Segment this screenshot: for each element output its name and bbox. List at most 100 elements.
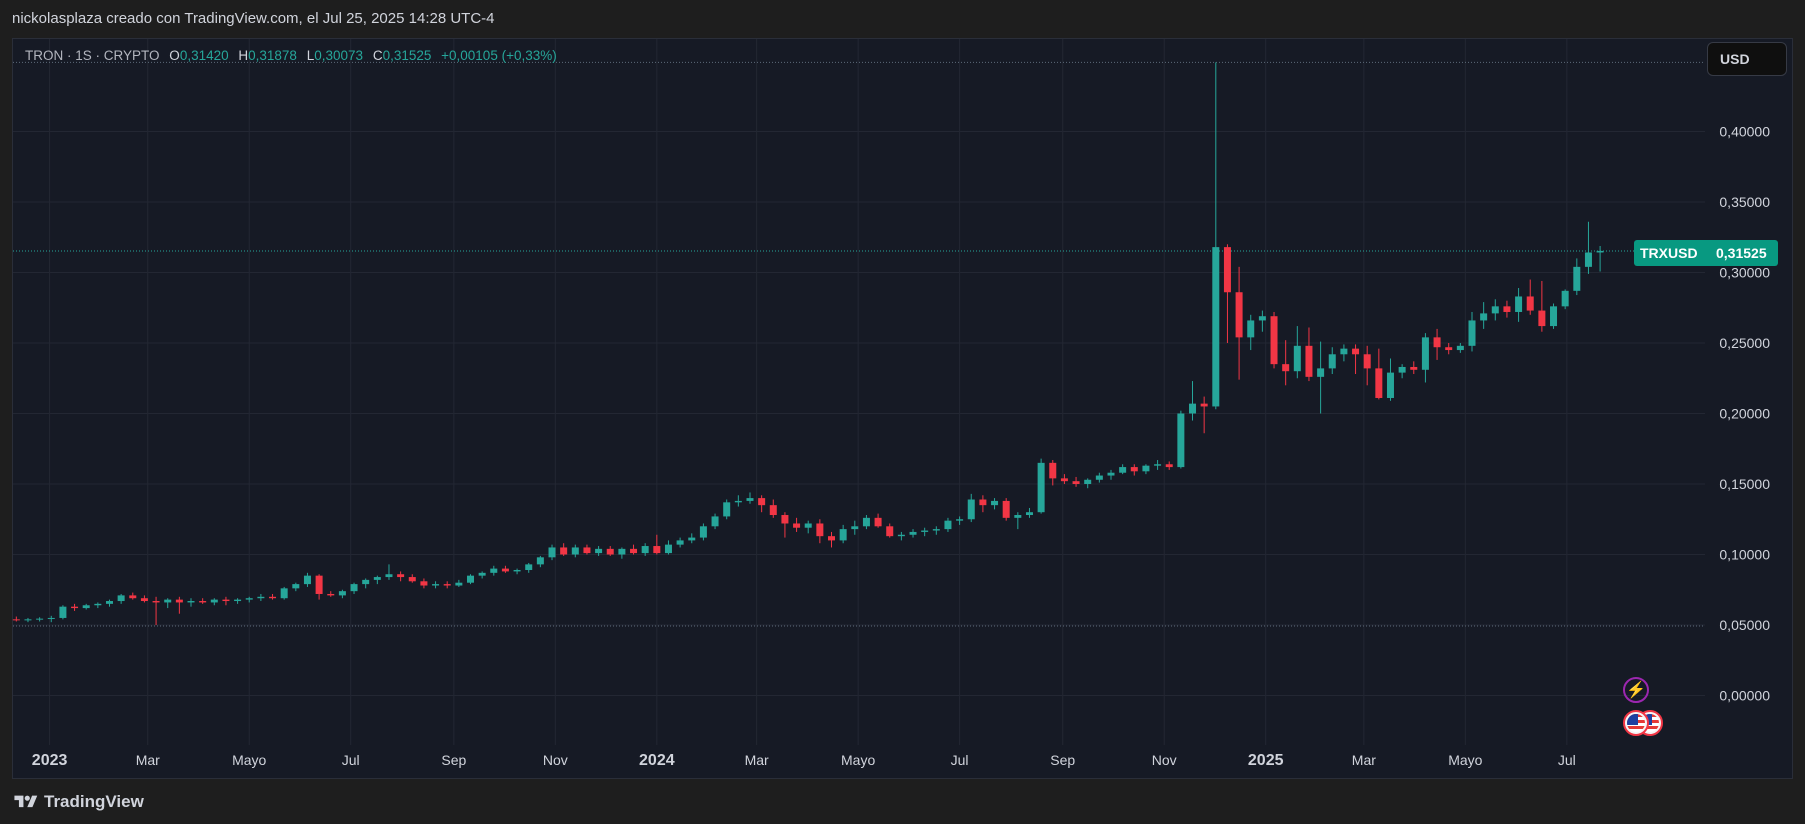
- x-tick-label: Mayo: [841, 752, 875, 768]
- candle-body: [606, 548, 614, 555]
- x-tick-label: Mayo: [1448, 752, 1482, 768]
- candle-body: [303, 575, 311, 585]
- currency-button[interactable]: USD: [1707, 42, 1787, 76]
- candle: [443, 581, 451, 589]
- candle: [1177, 410, 1185, 469]
- x-tick-label: Jul: [342, 752, 360, 768]
- candle: [490, 565, 498, 576]
- candle-body: [1200, 403, 1208, 407]
- candle: [991, 498, 999, 510]
- candle: [1468, 311, 1476, 352]
- candle: [140, 595, 148, 603]
- candle-body: [548, 547, 556, 558]
- candle: [175, 596, 183, 614]
- candle-body: [991, 500, 999, 506]
- candle-body: [1491, 306, 1499, 314]
- candle-body: [292, 584, 300, 589]
- candle: [1060, 474, 1068, 484]
- candle-body: [932, 529, 940, 531]
- candle-body: [921, 530, 929, 532]
- candle-body: [1095, 475, 1103, 480]
- y-tick-label: 0,40000: [1719, 124, 1770, 140]
- candle: [397, 571, 405, 582]
- candle-body: [758, 498, 766, 506]
- candle-body: [1060, 478, 1068, 482]
- candle: [734, 495, 742, 507]
- candle: [664, 540, 672, 555]
- candle-body: [1293, 345, 1301, 372]
- candle: [921, 527, 929, 537]
- candle: [327, 591, 335, 597]
- candle-body: [711, 516, 719, 527]
- candle-body: [723, 502, 731, 517]
- candle: [1282, 340, 1290, 386]
- candle: [71, 603, 79, 611]
- candle: [1550, 303, 1558, 329]
- candle: [1235, 266, 1243, 380]
- tradingview-brand[interactable]: TradingView: [12, 792, 144, 812]
- candle-body: [1002, 500, 1010, 518]
- candle: [1270, 311, 1278, 369]
- candle: [1584, 221, 1592, 274]
- candle-body: [560, 547, 568, 555]
- candle-body: [536, 557, 544, 565]
- candle: [1352, 344, 1360, 375]
- candle-body: [1282, 364, 1290, 372]
- candle-body: [583, 547, 591, 554]
- us-flag-icon[interactable]: [1623, 710, 1649, 736]
- candle: [1596, 245, 1604, 272]
- candle-body: [595, 548, 603, 554]
- candle: [1491, 299, 1499, 321]
- candle-body: [1165, 464, 1173, 468]
- candle: [1526, 279, 1534, 315]
- candle: [1375, 348, 1383, 400]
- price-badge-symbol: TRXUSD: [1634, 240, 1712, 266]
- candle: [315, 574, 323, 600]
- y-tick-label: 0,25000: [1719, 335, 1770, 351]
- candle-body: [1410, 366, 1418, 370]
- candle-body: [1561, 290, 1569, 307]
- candle: [828, 531, 836, 548]
- candle: [839, 524, 847, 544]
- candle: [1561, 289, 1569, 310]
- candle-body: [1456, 345, 1464, 351]
- legend-low-label: L: [306, 48, 315, 63]
- candles: [12, 62, 1604, 625]
- lightning-event-icon[interactable]: ⚡: [1623, 677, 1649, 703]
- candle-body: [699, 526, 707, 538]
- candle-body: [1212, 247, 1220, 407]
- candle: [1165, 461, 1173, 470]
- x-tick-label: Nov: [1152, 752, 1177, 768]
- chart-frame[interactable]: [12, 38, 1793, 779]
- y-tick-label: 0,05000: [1719, 617, 1770, 633]
- candle: [1014, 512, 1022, 530]
- candle: [234, 598, 242, 604]
- candle-body: [1049, 462, 1057, 479]
- candle-body: [420, 581, 428, 586]
- candle-body: [187, 601, 195, 603]
- candle-body: [1154, 464, 1162, 466]
- candle: [210, 598, 218, 606]
- candle-body: [676, 540, 684, 545]
- candle-body: [944, 520, 952, 530]
- candle-body: [455, 582, 463, 586]
- legend-symbol: TRON · 1S · CRYPTO: [25, 48, 160, 63]
- candle: [525, 562, 533, 573]
- candle: [187, 598, 195, 607]
- candle: [385, 564, 393, 580]
- candle-body: [117, 595, 125, 602]
- candle: [862, 515, 870, 530]
- candle-body: [1177, 413, 1185, 468]
- candle: [1258, 310, 1266, 332]
- candle-body: [82, 605, 90, 609]
- candle-body: [1119, 467, 1127, 473]
- candle: [303, 572, 311, 587]
- candle: [1130, 464, 1138, 476]
- y-tick-label: 0,35000: [1719, 194, 1770, 210]
- candle-body: [1515, 296, 1523, 312]
- candle: [420, 578, 428, 589]
- candle: [618, 547, 626, 559]
- candle-body: [1445, 347, 1453, 351]
- candle: [24, 617, 32, 623]
